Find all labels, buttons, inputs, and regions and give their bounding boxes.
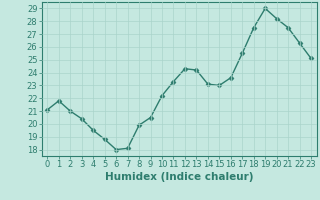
X-axis label: Humidex (Indice chaleur): Humidex (Indice chaleur) <box>105 172 253 182</box>
